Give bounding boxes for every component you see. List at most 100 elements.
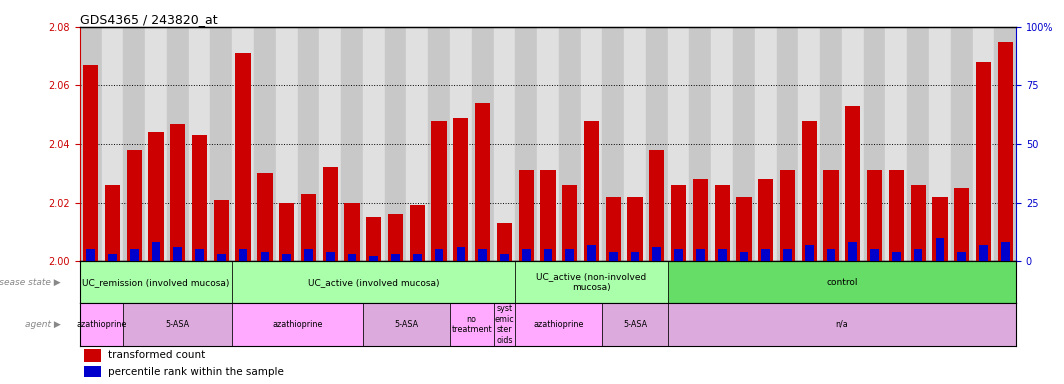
Bar xyxy=(515,261,668,303)
Bar xyxy=(559,27,581,261)
Bar xyxy=(842,27,864,261)
Bar xyxy=(935,238,944,261)
Bar xyxy=(257,173,272,261)
Bar xyxy=(668,303,1016,346)
Bar xyxy=(668,27,689,261)
Bar xyxy=(322,167,338,261)
Bar xyxy=(587,245,596,261)
Bar xyxy=(518,170,534,261)
Bar xyxy=(562,185,578,261)
Bar xyxy=(804,245,814,261)
Bar xyxy=(908,27,929,261)
Bar xyxy=(675,250,683,261)
Bar xyxy=(392,254,400,261)
Bar xyxy=(979,245,987,261)
Bar xyxy=(217,254,226,261)
Bar xyxy=(450,27,471,261)
Bar xyxy=(432,121,447,261)
Bar xyxy=(689,27,711,261)
Bar xyxy=(521,250,531,261)
Bar xyxy=(363,27,385,261)
Bar xyxy=(625,27,646,261)
Bar xyxy=(388,214,403,261)
Bar xyxy=(232,27,254,261)
Bar xyxy=(584,121,599,261)
Bar xyxy=(867,170,882,261)
Bar xyxy=(736,197,751,261)
Bar xyxy=(758,179,774,261)
Text: control: control xyxy=(826,278,858,287)
Text: 5-ASA: 5-ASA xyxy=(166,320,189,329)
Bar xyxy=(715,185,730,261)
Text: n/a: n/a xyxy=(835,320,848,329)
Bar xyxy=(475,103,491,261)
Bar xyxy=(298,27,319,261)
Bar xyxy=(235,53,251,261)
Bar xyxy=(780,170,795,261)
Bar xyxy=(385,27,406,261)
Bar xyxy=(739,252,748,261)
Bar xyxy=(958,252,966,261)
Text: 5-ASA: 5-ASA xyxy=(624,320,647,329)
Bar xyxy=(671,185,686,261)
Bar xyxy=(668,261,1016,303)
Bar xyxy=(845,106,861,261)
Bar xyxy=(754,27,777,261)
Bar xyxy=(762,250,770,261)
Text: UC_active (involved mucosa): UC_active (involved mucosa) xyxy=(307,278,439,287)
Bar xyxy=(500,254,509,261)
Bar xyxy=(733,27,754,261)
Bar xyxy=(870,250,879,261)
Bar xyxy=(544,250,552,261)
Bar xyxy=(888,170,904,261)
Bar xyxy=(824,170,838,261)
Bar xyxy=(450,303,494,346)
Bar xyxy=(494,303,515,346)
Bar xyxy=(711,27,733,261)
Bar xyxy=(649,150,664,261)
Bar xyxy=(515,303,602,346)
Bar xyxy=(929,27,951,261)
Bar xyxy=(319,27,342,261)
Bar xyxy=(254,27,276,261)
Bar xyxy=(646,27,668,261)
Bar xyxy=(232,303,363,346)
Text: UC_remission (involved mucosa): UC_remission (involved mucosa) xyxy=(82,278,230,287)
Bar xyxy=(127,150,142,261)
Bar xyxy=(406,27,428,261)
Bar xyxy=(581,27,602,261)
Bar xyxy=(261,252,269,261)
Bar xyxy=(911,185,926,261)
Bar xyxy=(885,27,908,261)
Bar xyxy=(798,27,820,261)
Bar xyxy=(652,247,661,261)
Text: no
treatment: no treatment xyxy=(451,315,492,334)
Bar xyxy=(541,170,555,261)
Bar xyxy=(276,27,298,261)
Text: percentile rank within the sample: percentile rank within the sample xyxy=(107,367,284,377)
Bar xyxy=(602,303,668,346)
Bar xyxy=(123,27,145,261)
Bar xyxy=(214,200,229,261)
Bar xyxy=(145,27,167,261)
Bar xyxy=(1001,242,1010,261)
Bar xyxy=(123,303,232,346)
Bar xyxy=(410,205,425,261)
Bar xyxy=(369,257,378,261)
Bar xyxy=(932,197,948,261)
Bar xyxy=(86,250,95,261)
Bar xyxy=(80,261,232,303)
Bar xyxy=(105,185,120,261)
Bar xyxy=(232,261,515,303)
Text: azathioprine: azathioprine xyxy=(272,320,322,329)
Bar xyxy=(631,252,639,261)
Bar xyxy=(80,27,101,261)
Bar xyxy=(101,27,123,261)
Bar xyxy=(976,62,991,261)
Bar xyxy=(479,250,487,261)
Bar xyxy=(456,247,465,261)
Bar xyxy=(718,250,727,261)
Bar xyxy=(148,132,164,261)
Bar xyxy=(848,242,858,261)
Bar xyxy=(301,194,316,261)
